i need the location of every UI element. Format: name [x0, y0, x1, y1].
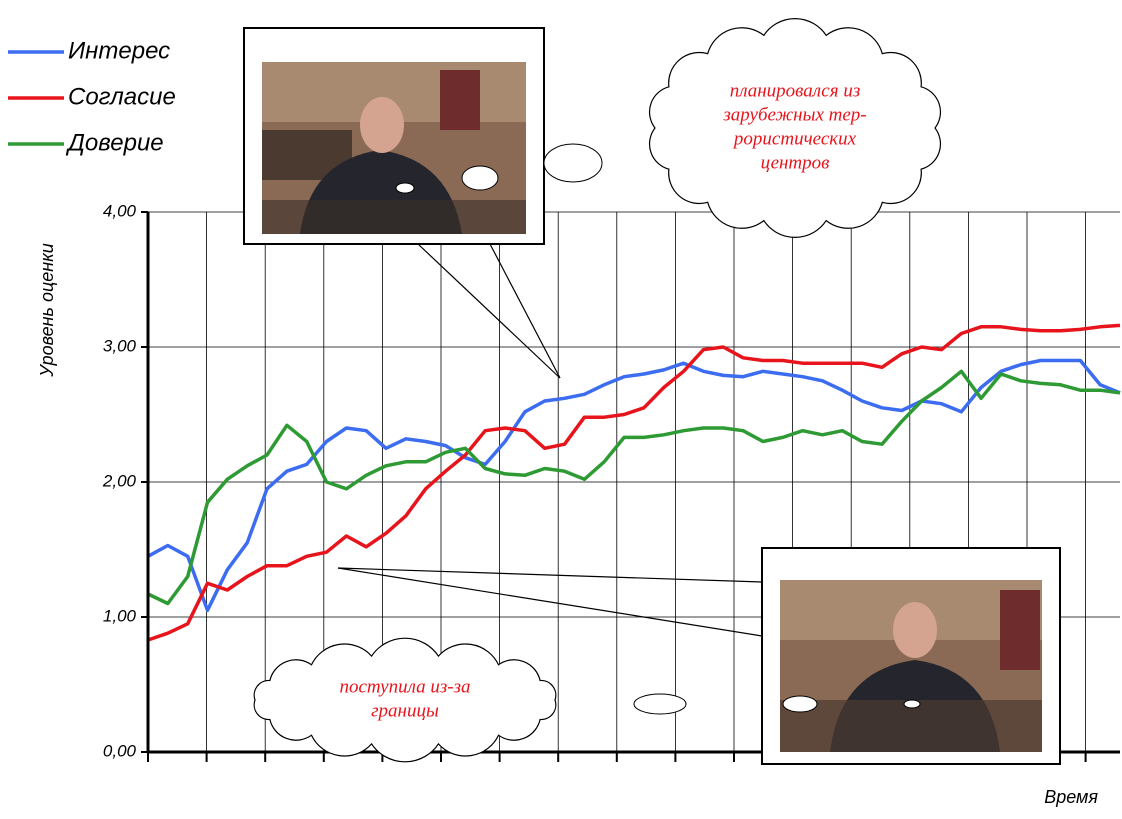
thought-bubble — [903, 699, 921, 709]
callout-pointer — [337, 567, 763, 637]
thought-bubble — [633, 693, 687, 715]
y-tick-label: 1,00 — [103, 606, 137, 625]
series-line — [147, 358, 1121, 613]
y-tick-label: 0,00 — [103, 741, 137, 760]
callout-pointer — [337, 567, 763, 583]
callout-pointer — [489, 243, 561, 379]
y-tick-label: 3,00 — [103, 336, 137, 355]
legend-label: Доверие — [65, 129, 164, 156]
series-line — [147, 369, 1121, 606]
thought-bubble — [461, 165, 499, 191]
y-tick-label: 2,00 — [102, 471, 137, 490]
callout-pointer — [417, 243, 561, 379]
annotation: границы — [371, 700, 439, 721]
annotation: зарубежных тер- — [722, 104, 866, 125]
annotation: планировался из — [730, 80, 861, 101]
y-tick-label: 4,00 — [103, 201, 137, 220]
annotation: рористических — [732, 128, 857, 149]
photo — [262, 62, 526, 234]
plot — [147, 323, 1121, 642]
photo — [780, 580, 1042, 752]
callout-bottom — [337, 547, 1061, 765]
legend: Интерес Согласие Доверие — [8, 37, 176, 156]
y-axis-title: Уровень оценки — [37, 243, 57, 377]
legend-label: Согласие — [68, 83, 176, 110]
thought-bubble — [395, 182, 415, 194]
thought-bubble — [782, 695, 818, 713]
clouds: планировался из зарубежных тер-рористичес… — [253, 18, 942, 763]
legend-label: Интерес — [68, 37, 170, 64]
series-line — [147, 323, 1121, 642]
thought-cloud — [253, 637, 557, 763]
callout-top — [243, 27, 603, 379]
thought-cloud — [648, 18, 942, 238]
thought-bubble — [543, 143, 603, 183]
annotation: поступила из-за — [339, 676, 470, 697]
annotation: центров — [761, 152, 830, 173]
x-axis-title: Время — [1044, 787, 1098, 807]
